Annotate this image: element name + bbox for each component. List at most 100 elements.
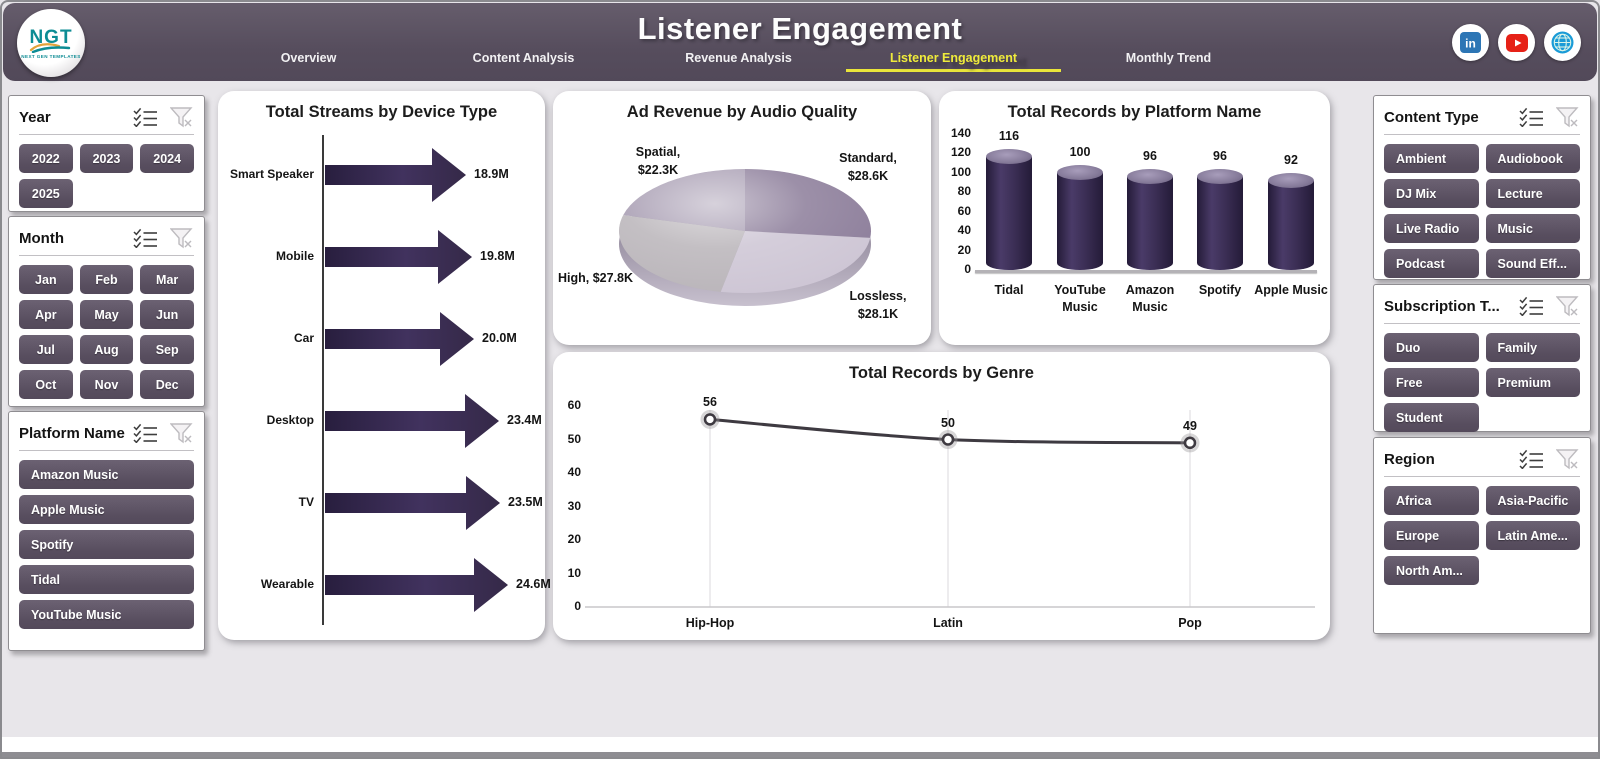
genre-line-chart (585, 409, 1315, 608)
slicer-option-dec[interactable]: Dec (140, 370, 194, 399)
slicer-option-mar[interactable]: Mar (140, 265, 194, 294)
slicer-option-tidal[interactable]: Tidal (19, 565, 194, 594)
slicer-option-apr[interactable]: Apr (19, 300, 73, 329)
slicer-title: Subscription T... (1384, 297, 1500, 315)
slicer-option-youtube-music[interactable]: YouTube Music (19, 600, 194, 629)
slicer-option-free[interactable]: Free (1384, 368, 1479, 397)
slicer-option-duo[interactable]: Duo (1384, 333, 1479, 362)
slicer-option-feb[interactable]: Feb (79, 265, 134, 294)
slicer-option-asia-pacific[interactable]: Asia-Pacific (1485, 486, 1580, 515)
records-chart-baseline (975, 270, 1317, 273)
tab-revenue-analysis[interactable]: Revenue Analysis (685, 51, 792, 65)
clear-filter-icon[interactable] (1556, 448, 1580, 470)
slicer-option-2025[interactable]: 2025 (19, 179, 73, 208)
select-all-icon[interactable] (1519, 107, 1544, 127)
slicer-option-jun[interactable]: Jun (140, 300, 194, 329)
pie-label-high: High, $27.8K (558, 271, 634, 285)
slicer-option-2023[interactable]: 2023 (79, 144, 134, 173)
slicer-option-jan[interactable]: Jan (19, 265, 73, 294)
slicer-option-europe[interactable]: Europe (1384, 521, 1479, 550)
slicer-option-premium[interactable]: Premium (1485, 368, 1580, 397)
arrow-bar-tv[interactable] (325, 476, 500, 530)
select-all-icon[interactable] (1519, 296, 1544, 316)
slicer-options: Ambient Audiobook DJ Mix Lecture Live Radio M… (1384, 144, 1580, 278)
slicer-option-oct[interactable]: Oct (19, 370, 73, 399)
select-all-icon[interactable] (133, 228, 158, 248)
youtube-icon[interactable] (1498, 24, 1535, 61)
slicer-panel-month: Month Jan Feb Mar Apr May Jun Jul Aug Sep Oct Nov De… (8, 216, 205, 407)
slicer-header-icons (133, 227, 194, 249)
records-category-label: Apple Music (1254, 283, 1328, 297)
slicer-option-sep[interactable]: Sep (140, 335, 194, 364)
data-point-latin[interactable] (941, 433, 955, 446)
slicer-option-dj-mix[interactable]: DJ Mix (1384, 179, 1479, 208)
cylinder-value-label: 96 (1213, 149, 1227, 163)
chart-title: Total Streams by Device Type (265, 103, 498, 121)
data-point-pop[interactable] (1183, 436, 1197, 450)
cylinder-bar-apple-music[interactable] (1268, 173, 1314, 270)
cylinder-bar-tidal[interactable] (986, 149, 1032, 270)
select-all-icon[interactable] (133, 423, 158, 443)
slicer-option-jul[interactable]: Jul (19, 335, 73, 364)
chart-card-total-streams-by-device-type: Total Streams by Device Type Smart Speak… (218, 91, 551, 640)
slicer-panel-platform-name: Platform Name Amazon Music Apple Music Spot… (8, 411, 205, 651)
slicer-option-aug[interactable]: Aug (79, 335, 134, 364)
cylinder-bar-spotify[interactable] (1197, 169, 1243, 270)
arrow-bar-car[interactable] (325, 312, 474, 366)
slicer-option-podcast[interactable]: Podcast (1384, 249, 1479, 278)
select-all-icon[interactable] (1519, 449, 1544, 469)
slicer-option-north-am[interactable]: North Am... (1384, 556, 1479, 585)
data-point-hip-hop[interactable] (703, 413, 717, 426)
arrow-bar-mobile[interactable] (325, 230, 472, 284)
clear-filter-icon[interactable] (1556, 295, 1580, 317)
linkedin-icon[interactable]: in (1452, 24, 1489, 61)
slicer-option-nov[interactable]: Nov (79, 370, 134, 399)
genre-value-label: 50 (941, 415, 955, 430)
slicer-option-amazon-music[interactable]: Amazon Music (19, 460, 194, 489)
clear-filter-icon[interactable] (170, 227, 194, 249)
select-all-icon[interactable] (133, 107, 158, 127)
slicer-option-may[interactable]: May (79, 300, 134, 329)
cylinder-value-label: 96 (1143, 149, 1157, 163)
slicer-option-2024[interactable]: 2024 (140, 144, 194, 173)
logo-text: NGT (29, 26, 73, 48)
slicer-option-spotify[interactable]: Spotify (19, 530, 194, 559)
tab-monthly-trend[interactable]: Monthly Trend (1125, 51, 1212, 65)
slicer-header-icons (133, 422, 194, 444)
genre-category-label: Pop (1178, 616, 1202, 630)
arrow-bar-wearable[interactable] (325, 558, 508, 612)
arrow-bar-desktop[interactable] (325, 394, 499, 448)
records-y-tick: 20 (957, 242, 971, 257)
slicer-option-music[interactable]: Music (1485, 214, 1580, 243)
slicer-option-ambient[interactable]: Ambient (1384, 144, 1479, 173)
arrow-bar-smart-speaker[interactable] (325, 148, 466, 202)
slicer-option-apple-music[interactable]: Apple Music (19, 495, 194, 524)
slicer-option-lecture[interactable]: Lecture (1485, 179, 1580, 208)
clear-filter-icon[interactable] (170, 106, 194, 128)
slicer-option-africa[interactable]: Africa (1384, 486, 1479, 515)
cylinder-bar-youtube-music[interactable] (1057, 165, 1103, 270)
website-globe-icon[interactable] (1544, 24, 1581, 61)
slicer-option-family[interactable]: Family (1485, 333, 1580, 362)
slicer-option-student[interactable]: Student (1384, 403, 1479, 432)
slicer-options: Amazon Music Apple Music Spotify Tidal YouTu… (19, 460, 194, 629)
tab-content-analysis[interactable]: Content Analysis (472, 51, 575, 65)
chart-card-total-records-by-platform-name: Total Records by Platform Name 0 20 40 60 80… (939, 91, 1330, 345)
slicer-option-sound-eff[interactable]: Sound Eff... (1485, 249, 1580, 278)
logo-swoosh-icon (29, 42, 71, 53)
slicer-title: Year (19, 108, 51, 126)
slicer-header: Subscription T... (1384, 293, 1580, 319)
slicer-option-live-radio[interactable]: Live Radio (1384, 214, 1479, 243)
bottom-status-bar (0, 752, 1600, 759)
tab-listener-engagement[interactable]: Listener Engagement (846, 51, 1061, 72)
cylinder-bar-amazon-music[interactable] (1127, 169, 1173, 270)
slicer-option-2022[interactable]: 2022 (19, 144, 73, 173)
records-y-tick: 0 (964, 262, 971, 276)
clear-filter-icon[interactable] (170, 422, 194, 444)
clear-filter-icon[interactable] (1556, 106, 1580, 128)
slicer-option-audiobook[interactable]: Audiobook (1485, 144, 1580, 173)
pie-label-standard: Standard, $28.6K (839, 151, 897, 184)
slicer-option-latin-ame[interactable]: Latin Ame... (1485, 521, 1580, 550)
tab-overview[interactable]: Overview (280, 51, 337, 65)
pie-slice-lossless[interactable] (720, 231, 871, 293)
